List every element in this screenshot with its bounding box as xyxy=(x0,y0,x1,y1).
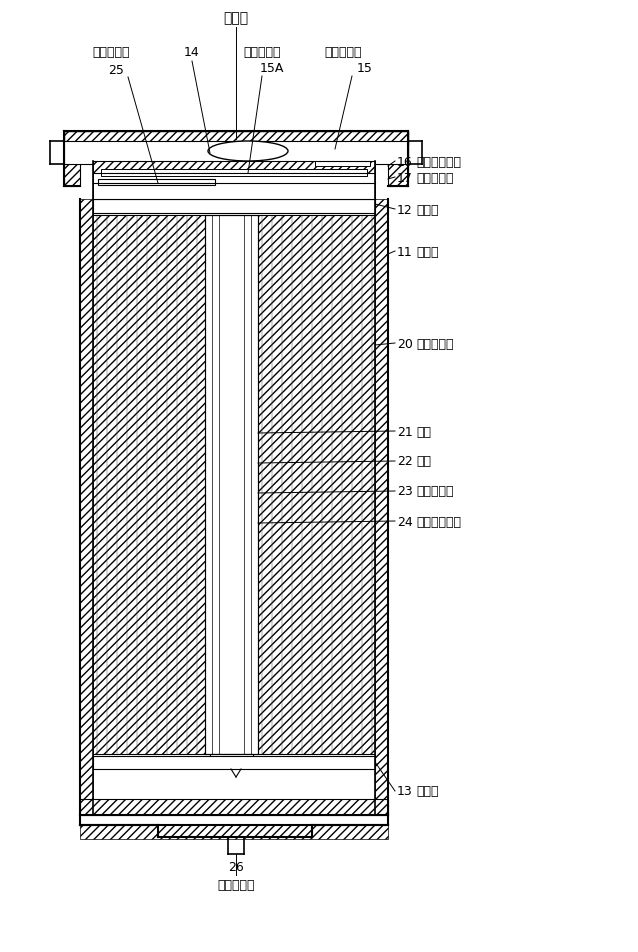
Bar xyxy=(93,200,375,214)
Text: 15A: 15A xyxy=(260,62,284,74)
Text: 25: 25 xyxy=(108,64,124,76)
Bar xyxy=(64,142,408,165)
Text: 26: 26 xyxy=(228,861,244,874)
Bar xyxy=(101,169,367,177)
Text: センターピン: センターピン xyxy=(416,515,461,528)
Text: 17: 17 xyxy=(397,171,413,185)
Bar xyxy=(93,756,375,769)
Text: 負極: 負極 xyxy=(416,455,431,468)
Text: 負極リード: 負極リード xyxy=(218,879,255,892)
Text: 12: 12 xyxy=(397,204,413,216)
Text: 電池缶: 電池缶 xyxy=(416,246,438,258)
Bar xyxy=(64,132,80,187)
Text: 11: 11 xyxy=(397,246,413,258)
Bar xyxy=(80,200,93,799)
Bar xyxy=(205,216,258,754)
Text: ディスク板: ディスク板 xyxy=(243,46,281,58)
Bar xyxy=(219,759,244,768)
Text: セパレータ: セパレータ xyxy=(416,485,454,498)
Text: 15: 15 xyxy=(357,62,373,74)
Bar xyxy=(210,754,253,766)
Bar xyxy=(93,184,375,200)
Text: 13: 13 xyxy=(397,784,413,798)
Bar xyxy=(258,216,375,754)
Text: 電池蓋: 電池蓋 xyxy=(223,11,249,25)
Text: 16: 16 xyxy=(397,155,413,169)
Text: 22: 22 xyxy=(397,455,413,468)
Text: 20: 20 xyxy=(397,337,413,350)
Text: ガスケット: ガスケット xyxy=(416,171,454,185)
Ellipse shape xyxy=(208,142,288,162)
Bar xyxy=(388,132,408,187)
Text: 安全弁機構: 安全弁機構 xyxy=(324,46,362,58)
Text: 23: 23 xyxy=(397,485,413,498)
Text: 絶縁板: 絶縁板 xyxy=(416,204,438,216)
Bar xyxy=(93,162,375,174)
Text: 14: 14 xyxy=(184,46,200,58)
Text: 正極リード: 正極リード xyxy=(92,46,130,58)
Bar xyxy=(93,174,375,184)
Text: 21: 21 xyxy=(397,425,413,438)
Bar xyxy=(64,132,408,146)
Bar xyxy=(315,162,370,167)
Text: 熱感抵抗素子: 熱感抵抗素子 xyxy=(416,155,461,169)
Text: 絶縁板: 絶縁板 xyxy=(416,784,438,798)
Text: 巻回電極体: 巻回電極体 xyxy=(416,337,454,350)
Text: 24: 24 xyxy=(397,515,413,528)
Bar xyxy=(80,825,388,839)
Bar xyxy=(80,799,388,815)
Bar xyxy=(98,180,215,186)
Bar xyxy=(93,216,205,754)
Bar xyxy=(64,146,408,158)
Bar xyxy=(375,200,388,799)
Text: 正極: 正極 xyxy=(416,425,431,438)
